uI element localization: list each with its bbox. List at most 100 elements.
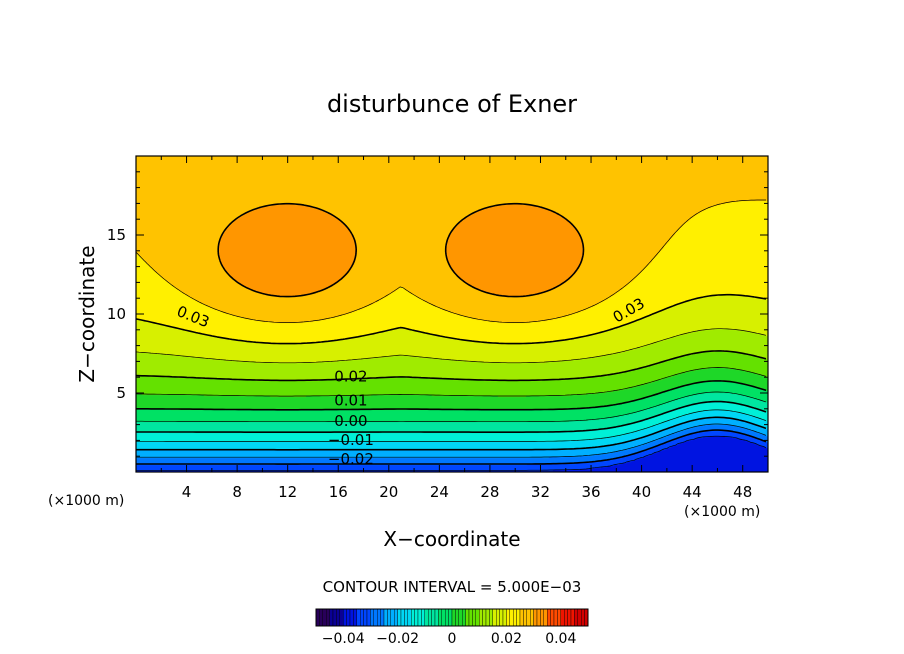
colorbar-ticks: −0.04 −0.02 0 0.02 0.04 <box>322 631 577 647</box>
colorbar-cell <box>343 608 347 627</box>
colorbar-cell <box>315 608 320 627</box>
colorbar-cell <box>448 608 453 627</box>
contour-line <box>217 202 585 298</box>
colorbar-tick-label: −0.02 <box>376 631 419 647</box>
colorbar-cell <box>441 608 446 627</box>
colorbar-cell <box>360 608 364 627</box>
contour-line <box>136 367 767 397</box>
colorbar-cell <box>547 608 551 627</box>
contour-line <box>136 435 767 471</box>
colorbar-cell <box>550 608 555 627</box>
colorbar-cell <box>336 608 340 627</box>
colorbar-cell <box>332 608 337 627</box>
colorbar-cell <box>380 608 385 627</box>
colorbar-tick-label: 0.02 <box>491 631 522 647</box>
contour-label: 0.01 <box>334 391 367 409</box>
colorbar-cell <box>485 608 490 627</box>
colorbar-cell <box>326 608 330 627</box>
y-tick-label: 10 <box>107 305 126 323</box>
contour-label: −0.02 <box>328 450 374 468</box>
colorbar-cell <box>502 608 507 627</box>
x-tick-label: 36 <box>581 483 600 501</box>
x-tick-label: 44 <box>683 483 702 501</box>
colorbar-cell <box>465 608 470 627</box>
colorbar-cell <box>356 608 361 627</box>
contour-label: −0.01 <box>328 431 374 449</box>
colorbar-cell <box>394 608 398 627</box>
colorbar-cell <box>468 608 473 627</box>
contour-line <box>136 423 767 458</box>
colorbar-cell <box>377 608 381 627</box>
x-tick-label: 4 <box>182 483 192 501</box>
x-tick-label: 12 <box>278 483 297 501</box>
contour-line <box>136 380 767 411</box>
y-axis-label: Z−coordinate <box>75 245 99 382</box>
x-tick-label: 24 <box>430 483 449 501</box>
colorbar-cell <box>387 608 391 627</box>
colorbar-cell <box>417 608 422 627</box>
x-tick-label: 20 <box>379 483 398 501</box>
colorbar-tick-label: 0 <box>448 631 457 647</box>
colorbar-cell <box>322 608 327 627</box>
colorbar-cell <box>363 608 368 627</box>
contour-label: 0.00 <box>334 412 367 430</box>
colorbar-cell <box>434 608 439 627</box>
x-unit-left: (×1000 m) <box>48 493 124 509</box>
colorbar-cell <box>557 608 562 627</box>
contour-line <box>136 350 767 382</box>
colorbar-cell <box>451 608 456 627</box>
colorbar-cell <box>329 608 334 627</box>
x-tick-label: 48 <box>733 483 752 501</box>
x-axis-label: X−coordinate <box>383 527 520 551</box>
colorbar-cell <box>455 608 459 627</box>
colorbar-tick-label: 0.04 <box>545 631 576 647</box>
colorbar-cell <box>424 608 429 627</box>
colorbar-cell <box>366 608 371 627</box>
contour-line <box>136 416 767 451</box>
y-tick-label: 5 <box>116 384 126 402</box>
colorbar-cell <box>349 608 354 627</box>
colorbar-cell <box>383 608 388 627</box>
x-unit-right: (×1000 m) <box>684 504 760 520</box>
y-tick-label: 15 <box>107 226 126 244</box>
colorbar-cell <box>462 608 466 627</box>
x-tick-label: 8 <box>232 483 242 501</box>
colorbar-cell <box>570 608 575 627</box>
colorbar-cell <box>445 608 449 627</box>
colorbar-cell <box>536 608 541 627</box>
x-axis: 4 8 12 16 20 24 28 32 36 40 44 48 <box>160 156 752 501</box>
colorbar-cell <box>492 608 497 627</box>
colorbar-cell <box>319 608 323 627</box>
colorbar-tick-label: −0.04 <box>322 631 365 647</box>
colorbar-cell <box>516 608 521 627</box>
colorbar-cell <box>370 608 374 627</box>
colorbar-cell <box>526 608 531 627</box>
contour-interval-text: CONTOUR INTERVAL = 5.000E−03 <box>323 578 582 596</box>
colorbar-cell <box>530 608 534 627</box>
contour-label: 0.02 <box>334 368 367 386</box>
contour-lines <box>136 199 767 471</box>
contour-line <box>136 391 767 423</box>
contour-line <box>136 409 767 442</box>
filled-contour-field <box>136 156 768 472</box>
colorbar-cell <box>577 608 582 627</box>
colorbar-cell <box>373 608 378 627</box>
colorbar-frame <box>315 608 589 627</box>
contour-line <box>136 429 767 465</box>
colorbar-cell <box>428 608 432 627</box>
colorbar-cell <box>553 608 558 627</box>
colorbar-cell <box>540 608 545 627</box>
colorbar-cell <box>353 608 357 627</box>
colorbar-cell <box>513 608 517 627</box>
contour-line <box>136 400 767 433</box>
colorbar-cells <box>315 608 589 627</box>
colorbar-cell <box>479 608 483 627</box>
colorbar-cell <box>584 608 589 627</box>
colorbar-cell <box>543 608 548 627</box>
chart-title: disturbunce of Exner <box>327 90 577 118</box>
colorbar-cell <box>472 608 476 627</box>
colorbar-cell <box>519 608 524 627</box>
colorbar-cell <box>489 608 493 627</box>
colorbar-cell <box>533 608 538 627</box>
